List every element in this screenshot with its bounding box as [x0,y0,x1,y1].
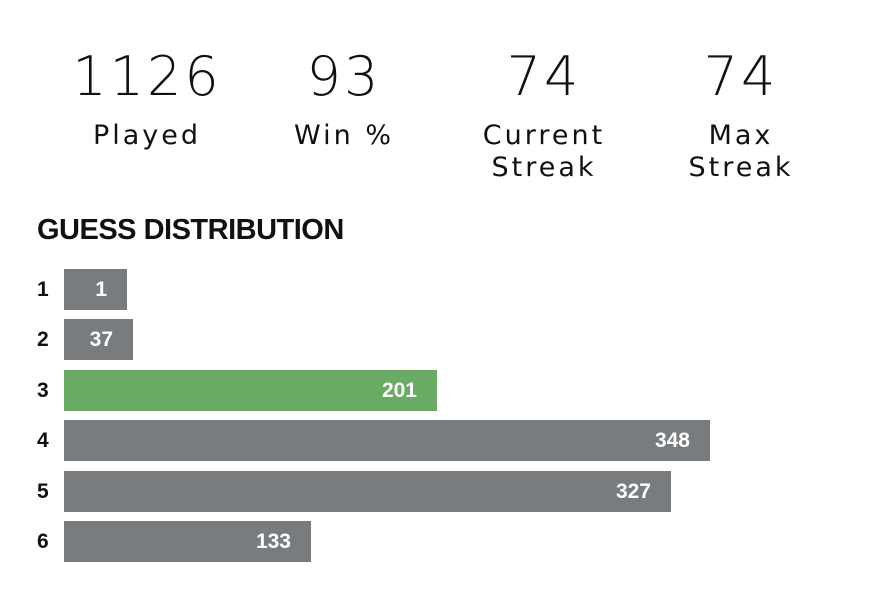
distribution-count: 201 [381,378,417,402]
distribution-count: 37 [89,328,113,352]
distribution-guess-number: 2 [37,328,49,352]
distribution-bar: 37 [64,319,133,361]
distribution-count: 348 [654,429,690,453]
guess-distribution: 1 1 2 37 3 201 4 348 5 327 6 133 [0,269,892,571]
stat-max-streak: 74 Max Streak [656,44,826,184]
distribution-count: 1 [95,278,107,301]
stat-win-percent: 93 Win % [259,44,429,152]
distribution-bar: 327 [64,470,671,512]
stat-max-streak-value: 74 [703,45,779,108]
stat-played: 1126 Played [62,44,232,152]
distribution-row-2: 2 37 [0,319,892,361]
distribution-guess-number: 3 [37,378,49,402]
distribution-bar: 1 [64,269,127,310]
distribution-bar: 201 [64,369,437,411]
distribution-count: 133 [255,529,291,553]
distribution-bar: 348 [64,420,710,462]
distribution-count: 327 [615,479,651,503]
distribution-row-3: 3 201 [0,369,892,411]
guess-distribution-title: GUESS DISTRIBUTION [37,214,344,246]
stat-win-percent-label: Win % [294,120,394,151]
distribution-row-5: 5 327 [0,470,892,512]
distribution-guess-number: 6 [37,529,49,553]
statistics-panel: 1126 Played 93 Win % 74 Current Streak 7… [0,0,892,200]
stat-current-streak-label: Current Streak [482,120,606,183]
stat-played-label: Played [92,120,202,151]
stat-current-streak: 74 Current Streak [459,44,629,184]
distribution-guess-number: 4 [37,429,49,453]
distribution-guess-number: 5 [37,479,49,503]
distribution-row-6: 6 133 [0,520,892,562]
stat-current-streak-value: 74 [506,45,582,108]
distribution-row-4: 4 348 [0,420,892,462]
distribution-guess-number: 1 [37,278,49,301]
distribution-bar: 133 [64,520,311,562]
stat-played-value: 1126 [72,45,222,108]
stat-max-streak-label: Max Streak [688,120,794,183]
stat-win-percent-value: 93 [306,45,382,108]
